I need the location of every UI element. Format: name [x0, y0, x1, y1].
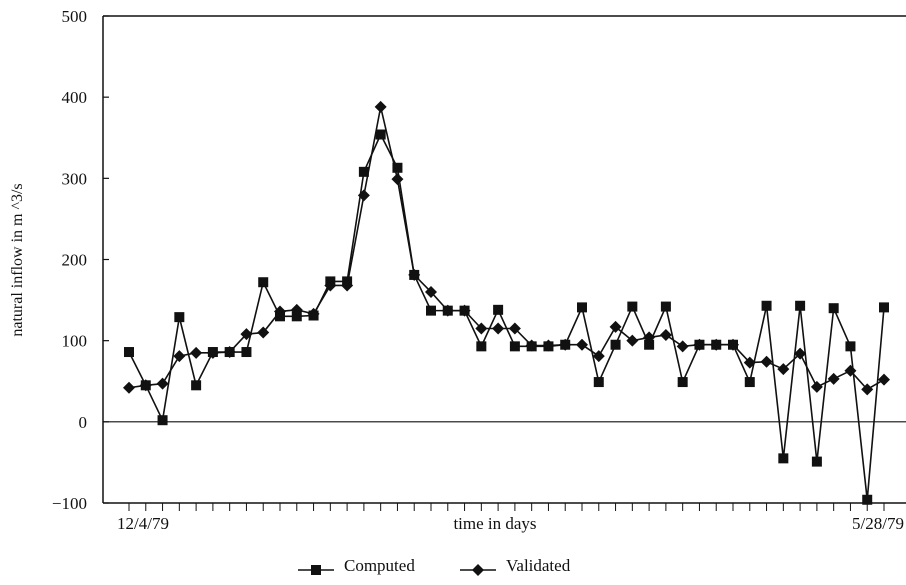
data-point [173, 350, 186, 363]
data-point [643, 331, 656, 344]
data-point [778, 453, 789, 464]
data-point [795, 300, 806, 311]
data-point [710, 338, 723, 351]
data-point [392, 162, 403, 173]
data-point [626, 334, 639, 347]
data-point [307, 307, 320, 320]
data-point [610, 339, 621, 350]
data-point [475, 322, 488, 335]
y-tick-label: 0 [79, 413, 88, 432]
data-point [341, 279, 354, 292]
data-point [559, 338, 572, 351]
series-line [128, 106, 885, 391]
data-point [810, 380, 823, 393]
data-point [542, 339, 555, 352]
data-point [476, 341, 487, 352]
data-point [139, 379, 152, 392]
x-axis-label: time in days [453, 514, 536, 533]
data-point [240, 328, 253, 341]
data-point [375, 129, 386, 140]
data-point [761, 300, 772, 311]
data-point [425, 285, 437, 298]
y-tick-label: −100 [52, 494, 87, 513]
data-point [241, 347, 252, 358]
data-point [861, 383, 874, 396]
data-point [157, 415, 168, 426]
data-point [844, 364, 857, 377]
data-point [223, 346, 236, 359]
data-point [609, 320, 622, 333]
data-point [777, 363, 790, 376]
y-axis-label: natural inflow in m ^3/s [9, 183, 26, 336]
data-point [123, 381, 135, 394]
data-point [190, 346, 203, 359]
data-point [525, 339, 538, 352]
legend-label: Validated [506, 556, 571, 575]
data-point [827, 372, 840, 385]
data-point [878, 373, 890, 386]
data-point [290, 303, 303, 316]
y-tick-label: 400 [62, 88, 88, 107]
data-point [592, 350, 605, 363]
data-point [258, 277, 269, 288]
data-point [374, 100, 387, 113]
y-tick-label: 500 [62, 7, 88, 26]
data-point [508, 322, 521, 335]
legend-marker [472, 564, 484, 576]
data-point [743, 356, 756, 369]
legend-label: Computed [344, 556, 415, 575]
x-tick-label: 12/4/79 [117, 514, 169, 533]
data-point [660, 301, 671, 312]
data-point [156, 377, 169, 390]
data-point [509, 341, 520, 352]
data-point [174, 312, 185, 323]
data-point [458, 304, 471, 317]
series-line [128, 132, 885, 500]
data-point [593, 377, 604, 388]
data-point [727, 338, 739, 351]
y-tick-label: 200 [62, 251, 88, 270]
data-point [324, 279, 337, 292]
data-point [191, 380, 202, 391]
data-point [811, 456, 822, 467]
data-point [744, 377, 755, 388]
data-point [659, 328, 672, 341]
data-point [862, 494, 873, 505]
legend-marker [311, 565, 321, 575]
data-point [391, 173, 404, 186]
data-point [441, 304, 454, 317]
data-point [760, 355, 773, 368]
data-point [274, 305, 286, 318]
data-point [408, 268, 421, 281]
data-point [426, 305, 436, 316]
data-point [358, 166, 369, 177]
data-point [794, 347, 807, 360]
y-tick-label: 100 [62, 332, 88, 351]
data-point [644, 339, 655, 350]
data-point [845, 341, 856, 352]
data-point [257, 326, 270, 339]
data-point [291, 311, 302, 322]
x-tick-label: 5/28/79 [852, 514, 904, 533]
data-point [676, 340, 689, 353]
data-point [492, 322, 505, 335]
data-point [693, 338, 706, 351]
data-point [577, 302, 587, 313]
data-point [357, 189, 370, 202]
data-point [828, 303, 839, 314]
data-point [124, 347, 134, 358]
y-tick-label: 300 [62, 169, 88, 188]
data-point [879, 302, 889, 313]
data-point [206, 346, 219, 359]
data-point [576, 338, 588, 351]
data-point [493, 304, 504, 315]
data-point [627, 301, 638, 312]
data-point [677, 377, 688, 388]
